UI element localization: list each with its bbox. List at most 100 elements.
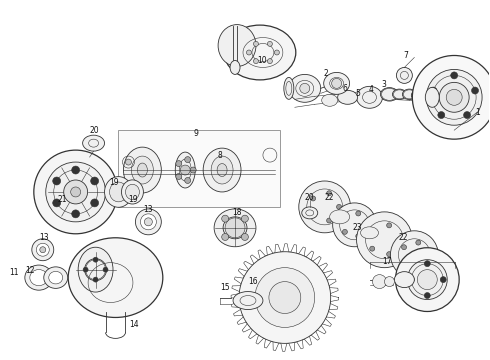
Circle shape [471,87,479,94]
Circle shape [426,69,482,125]
Circle shape [225,218,245,238]
Ellipse shape [131,156,153,184]
Text: 21: 21 [58,195,68,204]
Circle shape [190,167,196,173]
Text: 23: 23 [353,223,363,232]
Circle shape [438,112,445,118]
Circle shape [221,234,229,240]
Circle shape [370,228,375,233]
Circle shape [357,212,413,268]
Circle shape [356,211,361,216]
Circle shape [71,187,81,197]
Text: 16: 16 [248,277,258,286]
Circle shape [337,204,342,210]
Ellipse shape [78,247,113,292]
Bar [119,130,280,207]
Circle shape [332,78,342,88]
Circle shape [269,282,301,314]
Circle shape [391,231,438,279]
Text: 19: 19 [110,179,120,188]
Circle shape [343,229,347,234]
Ellipse shape [402,89,416,100]
Circle shape [268,41,272,46]
Circle shape [91,177,98,185]
Circle shape [424,261,430,267]
Ellipse shape [412,89,427,101]
Circle shape [343,215,347,220]
Ellipse shape [30,270,48,286]
Ellipse shape [302,207,318,219]
Text: 11: 11 [9,268,19,277]
Circle shape [253,41,258,46]
Ellipse shape [289,75,321,102]
Circle shape [274,50,279,55]
Text: 9: 9 [194,129,198,138]
Text: 13: 13 [39,233,49,242]
Text: 18: 18 [232,208,242,217]
Ellipse shape [175,152,195,188]
Ellipse shape [338,90,358,104]
Ellipse shape [25,265,53,290]
Text: 20: 20 [90,126,99,135]
Circle shape [372,275,387,289]
Circle shape [53,199,61,207]
Circle shape [401,245,407,250]
Circle shape [387,252,392,257]
Text: 4: 4 [369,85,374,94]
Circle shape [413,55,490,139]
Ellipse shape [40,247,46,253]
Circle shape [464,112,470,118]
Circle shape [425,252,430,257]
Circle shape [327,218,332,223]
Circle shape [176,174,182,180]
Circle shape [430,87,437,94]
Text: 22: 22 [325,193,334,202]
Circle shape [91,199,98,207]
Ellipse shape [141,214,156,230]
Ellipse shape [44,267,68,288]
Text: 2: 2 [323,69,328,78]
Ellipse shape [394,272,415,288]
Circle shape [34,150,118,234]
Ellipse shape [380,87,398,101]
Ellipse shape [300,84,310,93]
Circle shape [311,196,316,201]
Ellipse shape [361,227,378,239]
Ellipse shape [145,218,152,226]
Circle shape [299,181,350,233]
Circle shape [387,223,392,228]
Circle shape [72,210,80,218]
Text: 15: 15 [220,283,230,292]
Ellipse shape [68,238,163,318]
Text: 6: 6 [342,84,347,93]
Ellipse shape [284,77,294,99]
Circle shape [407,260,447,300]
Circle shape [103,267,108,272]
Circle shape [242,234,248,240]
Circle shape [364,222,369,227]
Circle shape [53,177,61,185]
Ellipse shape [218,24,256,67]
Ellipse shape [392,89,406,100]
Circle shape [255,268,315,328]
Text: 7: 7 [403,51,408,60]
Circle shape [176,161,182,167]
Ellipse shape [110,182,127,202]
Text: 5: 5 [355,89,360,98]
Ellipse shape [233,292,263,310]
Circle shape [440,276,446,283]
Ellipse shape [122,180,144,204]
Text: 20: 20 [305,193,315,202]
Ellipse shape [357,86,383,108]
Circle shape [185,177,191,184]
Text: 10: 10 [257,56,267,65]
Text: 22: 22 [399,233,408,242]
Ellipse shape [36,243,49,256]
Ellipse shape [135,209,161,235]
Circle shape [424,293,430,298]
Ellipse shape [330,210,349,224]
Text: 8: 8 [218,150,222,159]
Ellipse shape [425,87,439,107]
Circle shape [221,215,229,222]
Ellipse shape [223,217,247,239]
